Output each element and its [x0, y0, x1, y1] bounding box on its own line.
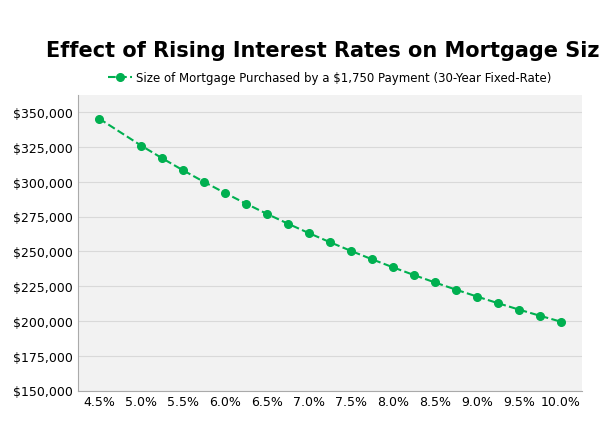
Size of Mortgage Purchased by a $1,750 Payment (30-Year Fixed-Rate) [305, 231, 313, 236]
Legend: Size of Mortgage Purchased by a $1,750 Payment (30-Year Fixed-Rate): Size of Mortgage Purchased by a $1,750 P… [108, 72, 552, 85]
Size of Mortgage Purchased by a $1,750 Payment (30-Year Fixed-Rate) [326, 240, 334, 245]
Line: Size of Mortgage Purchased by a $1,750 Payment (30-Year Fixed-Rate): Size of Mortgage Purchased by a $1,750 P… [95, 115, 565, 326]
Size of Mortgage Purchased by a $1,750 Payment (30-Year Fixed-Rate) [347, 249, 355, 254]
Size of Mortgage Purchased by a $1,750 Payment (30-Year Fixed-Rate) [473, 294, 481, 299]
Size of Mortgage Purchased by a $1,750 Payment (30-Year Fixed-Rate) [137, 144, 145, 149]
Size of Mortgage Purchased by a $1,750 Payment (30-Year Fixed-Rate) [263, 212, 271, 217]
Size of Mortgage Purchased by a $1,750 Payment (30-Year Fixed-Rate) [557, 319, 565, 325]
Size of Mortgage Purchased by a $1,750 Payment (30-Year Fixed-Rate) [221, 191, 229, 196]
Size of Mortgage Purchased by a $1,750 Payment (30-Year Fixed-Rate) [158, 156, 166, 161]
Size of Mortgage Purchased by a $1,750 Payment (30-Year Fixed-Rate) [389, 265, 397, 270]
Size of Mortgage Purchased by a $1,750 Payment (30-Year Fixed-Rate) [494, 301, 502, 306]
Size of Mortgage Purchased by a $1,750 Payment (30-Year Fixed-Rate) [536, 313, 544, 319]
Size of Mortgage Purchased by a $1,750 Payment (30-Year Fixed-Rate) [242, 201, 250, 207]
Size of Mortgage Purchased by a $1,750 Payment (30-Year Fixed-Rate) [284, 222, 292, 227]
Size of Mortgage Purchased by a $1,750 Payment (30-Year Fixed-Rate) [95, 117, 103, 122]
Size of Mortgage Purchased by a $1,750 Payment (30-Year Fixed-Rate) [179, 168, 187, 174]
Size of Mortgage Purchased by a $1,750 Payment (30-Year Fixed-Rate) [452, 287, 460, 293]
Size of Mortgage Purchased by a $1,750 Payment (30-Year Fixed-Rate) [431, 280, 439, 286]
Title: Effect of Rising Interest Rates on Mortgage Size: Effect of Rising Interest Rates on Mortg… [46, 41, 600, 61]
Size of Mortgage Purchased by a $1,750 Payment (30-Year Fixed-Rate) [200, 180, 208, 185]
Size of Mortgage Purchased by a $1,750 Payment (30-Year Fixed-Rate) [368, 257, 376, 262]
Size of Mortgage Purchased by a $1,750 Payment (30-Year Fixed-Rate) [515, 307, 523, 312]
Size of Mortgage Purchased by a $1,750 Payment (30-Year Fixed-Rate) [410, 273, 418, 278]
